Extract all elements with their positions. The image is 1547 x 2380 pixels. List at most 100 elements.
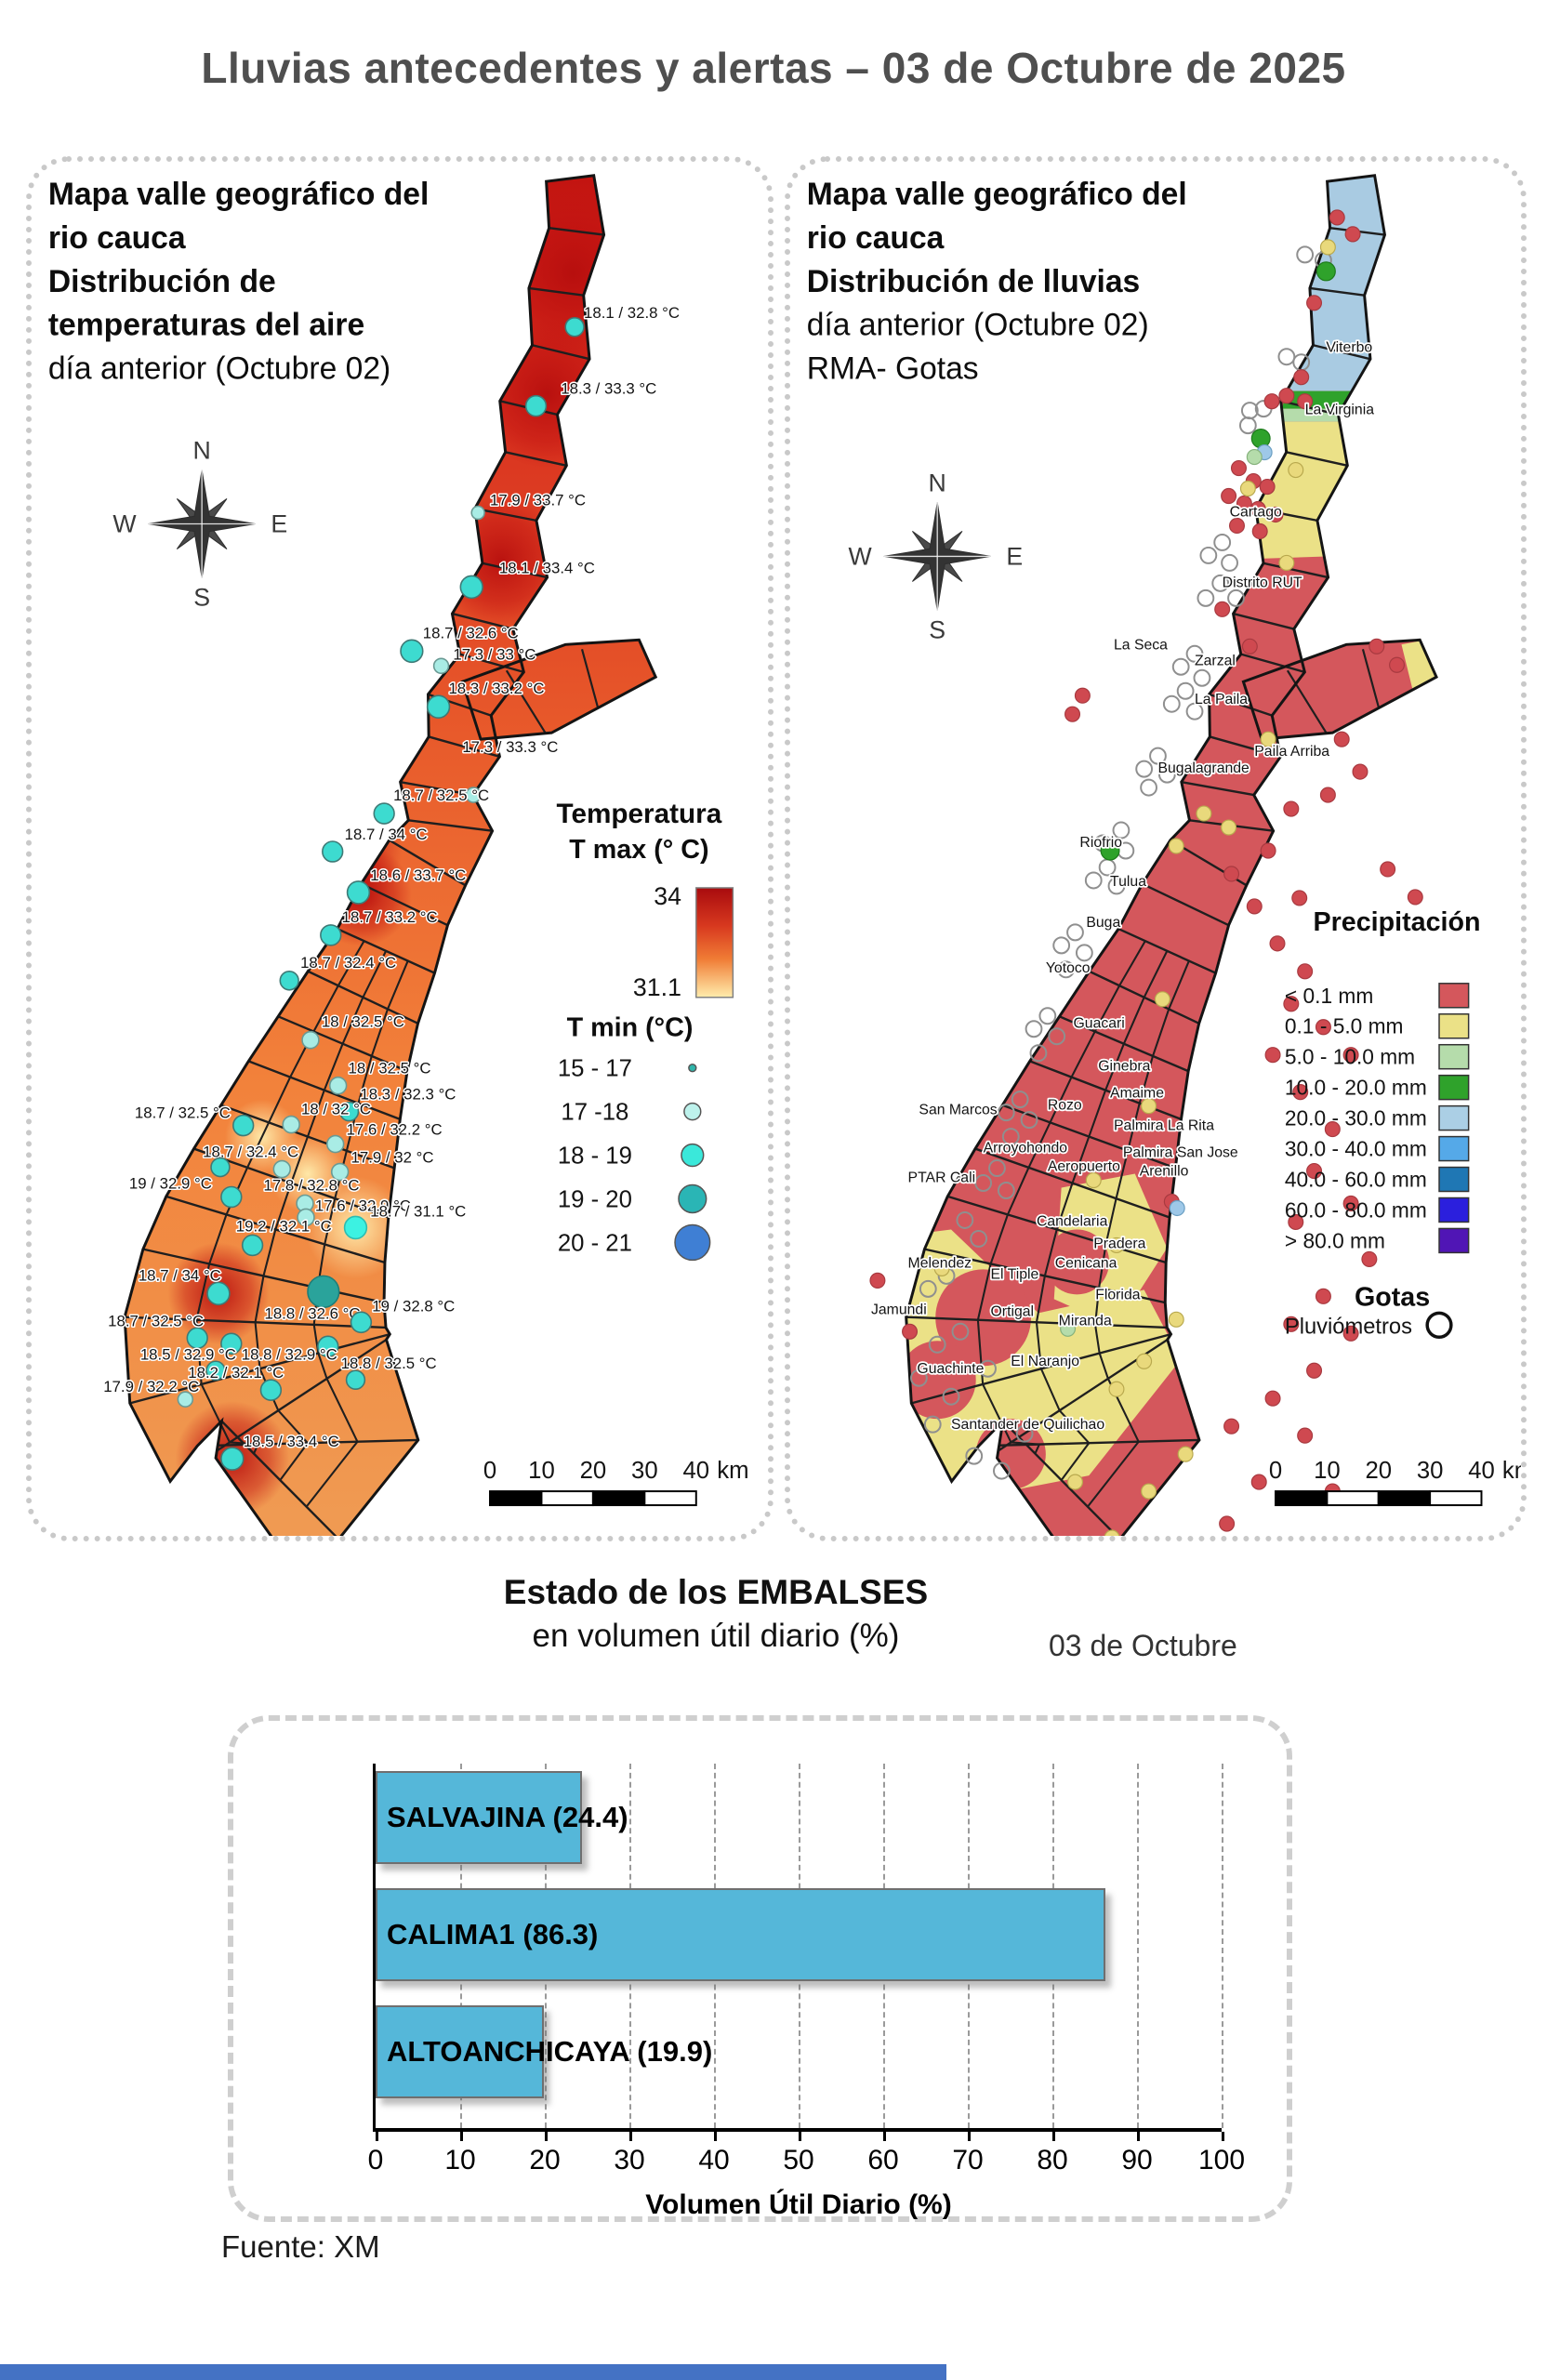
station-dot xyxy=(206,1281,231,1306)
gauge-dot-open xyxy=(1066,923,1084,942)
embalses-subtitle: en volumen útil diario (%) xyxy=(532,1618,900,1654)
station-temp-label: 18.5 / 33.4 °C xyxy=(244,1433,339,1450)
place-label: Buga xyxy=(1086,915,1120,931)
place-label: Guacari xyxy=(1074,1016,1125,1032)
station-temp-label: 19 / 32.9 °C xyxy=(129,1174,212,1192)
gauge-dot-red xyxy=(1264,1047,1281,1064)
place-label: Santander de Quilichao xyxy=(951,1417,1104,1433)
station-dot xyxy=(459,575,483,600)
embalses-bar-chart: Volumen Útil Diario (%) SALVAJINA (24.4)… xyxy=(368,1764,1245,2220)
scalebar-tick: 20 xyxy=(580,1458,607,1484)
gauge-dot-yellow xyxy=(1168,1311,1184,1328)
gauge-dot-red xyxy=(1324,1121,1341,1138)
embalses-date: 03 de Octubre xyxy=(1049,1629,1237,1662)
station-temp-label: 18.7 / 34 °C xyxy=(139,1266,221,1284)
station-temp-label: 18.7 / 32.4 °C xyxy=(300,954,396,972)
x-tick-label: 80 xyxy=(1037,2145,1068,2175)
scalebar-tick: 20 xyxy=(1365,1458,1392,1484)
tmin-size-swatch xyxy=(674,1223,711,1262)
scalebar-segment xyxy=(1429,1490,1483,1507)
x-tick-label: 50 xyxy=(783,2145,814,2175)
gauge-dot-yellow xyxy=(1066,1474,1083,1490)
gauge-dot-open xyxy=(1221,553,1238,572)
gauge-dot-open xyxy=(988,1159,1006,1178)
scalebar-segment xyxy=(1377,1490,1432,1507)
station-dot xyxy=(279,971,299,991)
tmin-legend-title: T min (°C) xyxy=(567,1013,694,1043)
x-tick-label: 60 xyxy=(867,2145,899,2175)
scalebar-tick: 10 xyxy=(1314,1458,1341,1484)
gauge-dot-open xyxy=(1162,694,1181,713)
gauge-dot-open xyxy=(1057,960,1075,979)
precip-class-label: > 80.0 mm xyxy=(1285,1228,1385,1252)
gauge-dot-open xyxy=(993,1461,1011,1480)
scalebar-tick: 40 xyxy=(682,1458,709,1484)
tmax-max-value: 34 xyxy=(654,882,681,910)
gauge-dot-red xyxy=(1246,898,1263,915)
station-dot xyxy=(330,1162,350,1182)
embalses-title: Estado de los EMBALSES xyxy=(503,1573,929,1611)
gauge-dot-red xyxy=(1228,517,1246,535)
station-temp-label: 18.8 / 32.5 °C xyxy=(341,1355,437,1372)
gauge-dot-open xyxy=(1296,245,1315,264)
scalebar-tick: 30 xyxy=(631,1458,658,1484)
gauge-dot-open xyxy=(974,1174,993,1193)
station-temp-label: 18.7 / 32.5 °C xyxy=(393,787,489,804)
place-label: La Virginia xyxy=(1305,403,1375,418)
temperature-map: Mapa valle geográfico del rio cauca Distri… xyxy=(48,174,749,1536)
gauge-dot-red xyxy=(1074,687,1091,704)
scalebar-segment xyxy=(540,1490,594,1507)
gauge-dot-red xyxy=(1342,1325,1359,1342)
gauge-dot-red xyxy=(1333,731,1350,747)
place-label: Arenillo xyxy=(1140,1163,1189,1179)
gauge-dot-yellow xyxy=(1136,1353,1153,1369)
precip-swatch xyxy=(1438,1013,1470,1039)
rain-map-title-line: rio cauca xyxy=(807,220,945,256)
rain-map-title-line: Mapa valle geográfico del xyxy=(807,177,1187,212)
scalebar-tick: 10 xyxy=(528,1458,555,1484)
precip-class-label: 30.0 - 40.0 mm xyxy=(1285,1136,1427,1160)
station-dot xyxy=(350,1311,373,1334)
compass-n: N xyxy=(929,469,946,496)
station-dot xyxy=(373,802,395,825)
gauge-dot-yellow xyxy=(1319,239,1336,256)
station-dot xyxy=(241,1234,264,1257)
bar-label: SALVAJINA (24.4) xyxy=(387,1801,628,1833)
station-temp-label: 18 / 32.5 °C xyxy=(322,1013,404,1031)
place-label: Aeropuerto xyxy=(1048,1158,1120,1174)
x-tick-mark xyxy=(1137,2132,1140,2141)
station-temp-label: 18.7 / 32.5 °C xyxy=(135,1104,231,1122)
tmax-legend-title: Temperatura xyxy=(557,799,722,829)
scalebar-tick: 0 xyxy=(1269,1458,1282,1484)
gridline xyxy=(1137,1764,1139,2128)
x-tick-mark xyxy=(968,2132,971,2141)
precip-swatch xyxy=(1438,1104,1470,1131)
station-temp-label: 18.5 / 32.9 °C xyxy=(140,1345,236,1363)
scalebar-unit: km xyxy=(717,1458,748,1484)
gauge-dot-open xyxy=(942,1387,960,1406)
station-temp-label: 17.6 / 32.9 °C xyxy=(315,1197,411,1214)
gauge-dot-open xyxy=(923,1415,942,1434)
place-label: La Seca xyxy=(1114,637,1168,653)
gauge-dot-red xyxy=(1223,1418,1240,1435)
place-label: Distrito RUT xyxy=(1223,575,1302,590)
embalse-bar-salvajina: SALVAJINA (24.4) xyxy=(376,1771,628,1864)
place-label: Arroyohondo xyxy=(984,1140,1068,1156)
station-dot xyxy=(272,1159,291,1179)
station-dot xyxy=(177,1391,194,1408)
gauge-dot-yellow xyxy=(1104,1529,1120,1536)
station-dot xyxy=(301,1030,320,1050)
station-dot xyxy=(346,880,371,905)
tmin-class-label: 18 - 19 xyxy=(558,1143,632,1169)
precip-legend-title: Precipitación xyxy=(1314,907,1481,937)
embalse-bar-altoanchicaya: ALTOANCHICAYA (19.9) xyxy=(376,2005,712,2098)
place-label: Cenicana xyxy=(1055,1255,1117,1271)
place-label: Zarzal xyxy=(1195,653,1236,668)
station-dot xyxy=(259,1379,283,1401)
x-tick-mark xyxy=(883,2132,886,2141)
gauge-dot-yellow xyxy=(1221,819,1237,836)
gauge-dot-red xyxy=(1306,1362,1323,1379)
station-temp-label: 18.1 / 33.4 °C xyxy=(499,559,595,576)
gotas-title: Gotas xyxy=(1355,1282,1430,1312)
gauge-dot-red xyxy=(1251,522,1268,540)
